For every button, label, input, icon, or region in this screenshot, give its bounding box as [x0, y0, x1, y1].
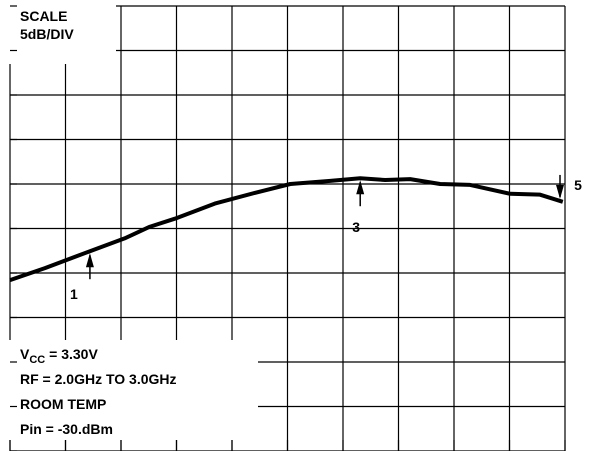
annotation-part: V [20, 346, 30, 362]
marker-arrow [85, 253, 94, 268]
annotation: Pin = -30.dBm [20, 421, 113, 437]
marker-arrow [556, 184, 565, 199]
annotation-part: CC [29, 354, 45, 366]
conditions-box [0, 340, 258, 440]
annotation: ROOM TEMP [20, 396, 106, 412]
marker-label: 5 [574, 177, 582, 193]
annotation: RF = 2.0GHz TO 3.0GHz [20, 371, 177, 387]
scale-box [0, 0, 116, 64]
annotation-part: = 3.30V [45, 346, 98, 362]
marker-label: 3 [352, 219, 360, 235]
annotation: VCC = 3.30V [20, 346, 98, 366]
annotation: SCALE [20, 8, 67, 24]
marker-label: 1 [70, 286, 78, 302]
marker-arrow [356, 180, 365, 195]
trace [9, 176, 564, 283]
annotation: 5dB/DIV [20, 26, 74, 42]
